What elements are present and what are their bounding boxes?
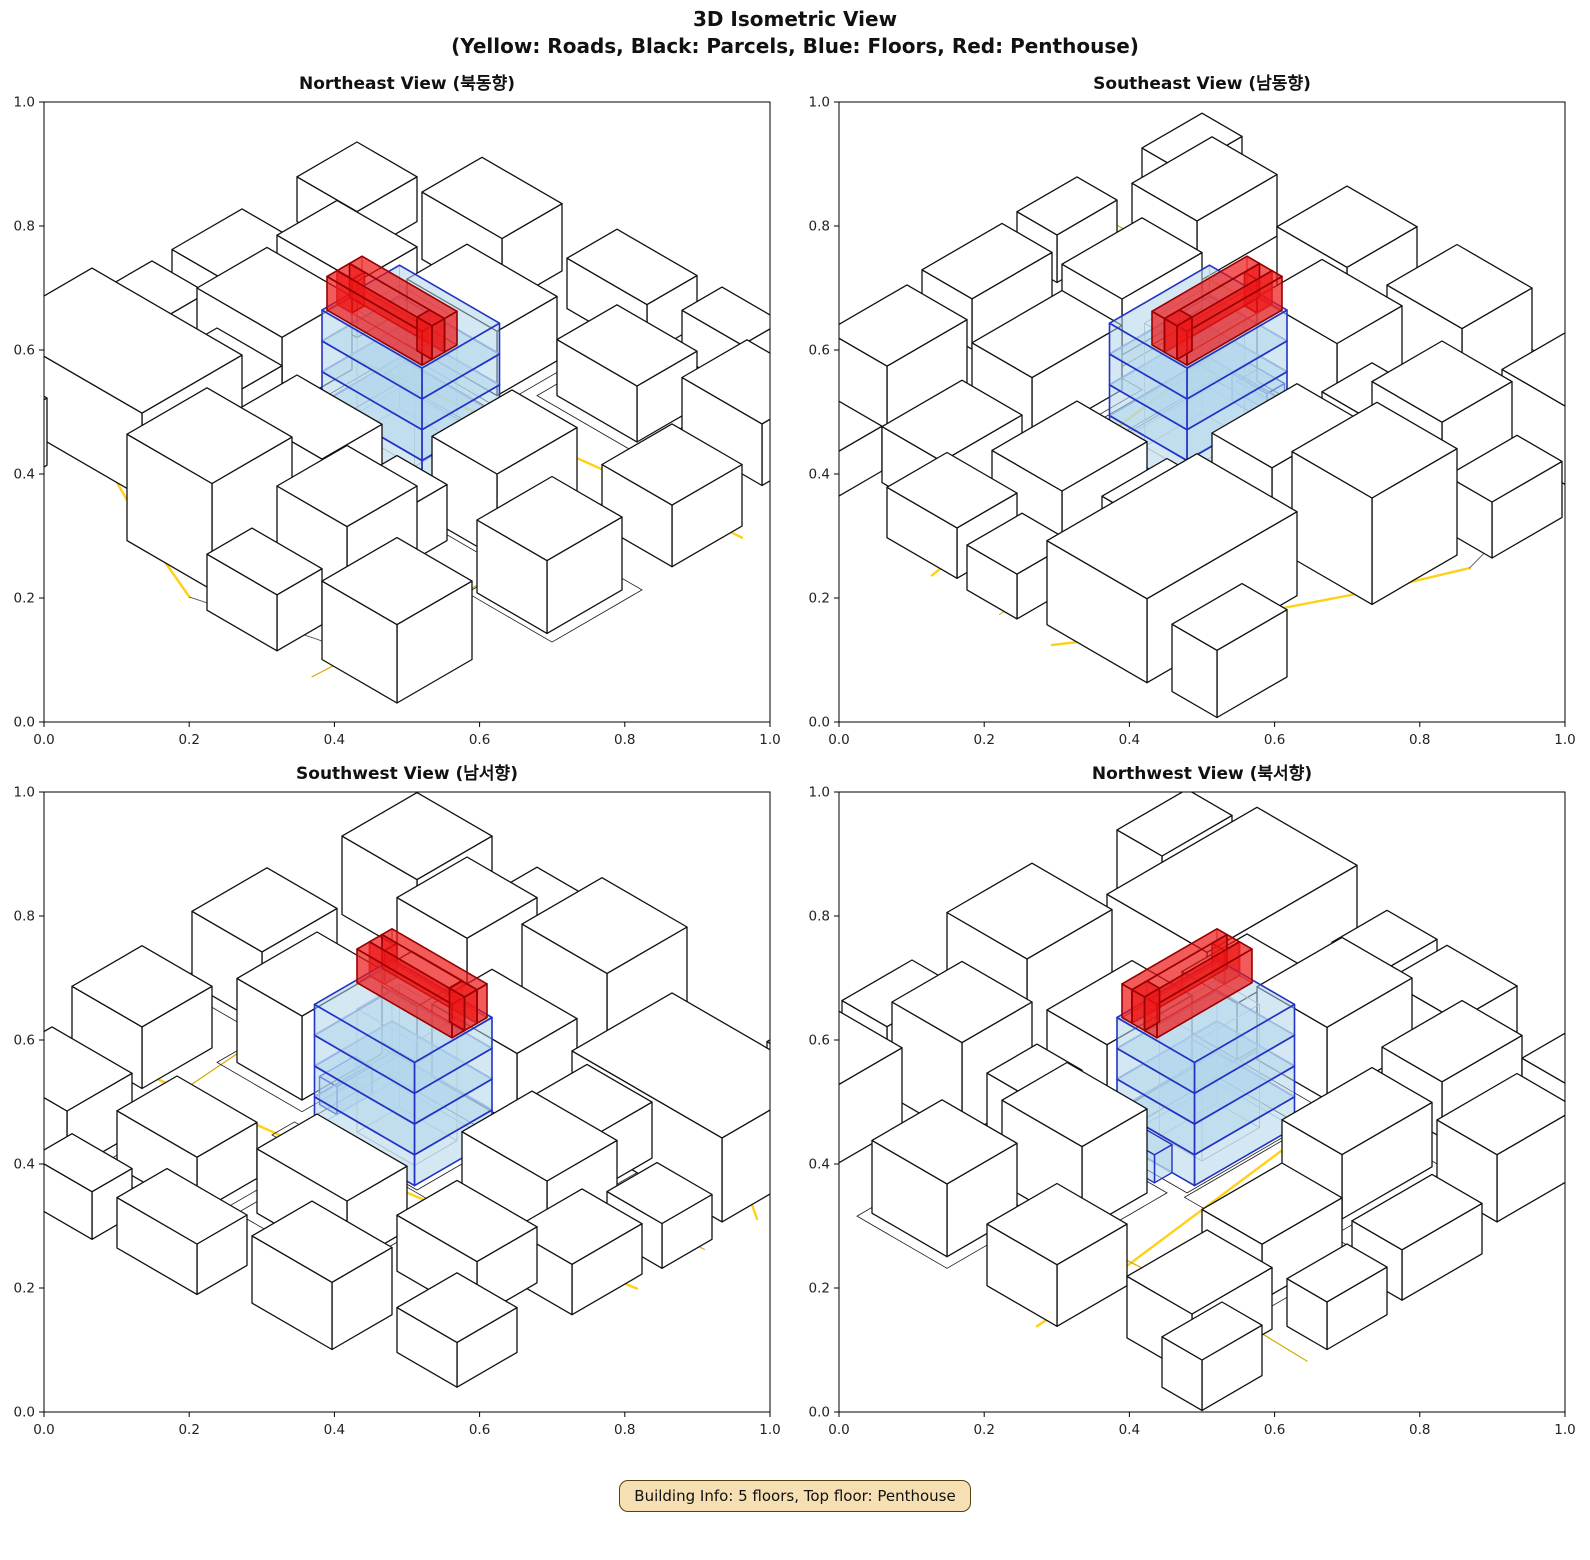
y-tick-label: 0.4 (14, 1157, 35, 1173)
x-tick-label: 0.4 (324, 1422, 345, 1438)
x-tick-label: 1.0 (759, 732, 780, 748)
y-tick-label: 1.0 (809, 96, 830, 111)
figure-title-block: 3D Isometric View (Yellow: Roads, Black:… (0, 0, 1590, 60)
x-tick-label: 1.0 (759, 1422, 780, 1438)
subplot-southwest: Southwest View (남서향) 0.0 0.2 0.4 0.6 0.8 1.0 0… (0, 762, 795, 1452)
subplot-southeast: Southeast View (남동향) 0.0 0.2 0.4 0.6 0.8 1.0 0… (795, 72, 1590, 762)
y-tick-label: 1.0 (14, 96, 35, 111)
x-tick-label: 0.2 (178, 1422, 199, 1438)
y-tick-label: 0.6 (809, 343, 830, 359)
building-info-badge: Building Info: 5 floors, Top floor: Pent… (619, 1480, 971, 1512)
scene-svg-southeast: 0.0 0.2 0.4 0.6 0.8 1.0 0.0 0.2 0.4 0.6 0.8 1.0 (809, 96, 1576, 748)
subplot-title-southwest: Southwest View (남서향) (296, 764, 518, 784)
x-tick-label: 0.0 (33, 1422, 54, 1438)
subplot-northeast: Northeast View (북동향) 0.0 0.2 0.4 0.6 0.8 1.0 0… (0, 72, 795, 762)
x-tick-label: 0.2 (973, 1422, 994, 1438)
y-tick-label: 0.2 (14, 591, 35, 607)
scene-svg-northeast: 0.0 0.2 0.4 0.6 0.8 1.0 0.0 0.2 0.4 0.6 0.8 1.0 (14, 96, 781, 748)
y-tick-label: 0.2 (809, 1281, 830, 1297)
subplot-title-northwest: Northwest View (북서향) (1091, 764, 1313, 784)
x-tick-label: 0.2 (973, 732, 994, 748)
y-tick-label: 0.6 (809, 1033, 830, 1049)
y-tick-label: 0.4 (809, 467, 830, 483)
x-tick-label: 0.4 (1119, 1422, 1140, 1438)
x-tick-label: 0.6 (469, 1422, 490, 1438)
y-tick-label: 0.4 (809, 1157, 830, 1173)
x-tick-label: 0.8 (614, 1422, 635, 1438)
x-tick-label: 0.6 (1264, 1422, 1285, 1438)
y-tick-label: 0.2 (14, 1281, 35, 1297)
y-tick-label: 0.0 (14, 1405, 35, 1421)
x-tick-label: 0.0 (828, 1422, 849, 1438)
x-tick-label: 0.2 (178, 732, 199, 748)
x-tick-label: 1.0 (1554, 732, 1575, 748)
x-tick-label: 0.6 (469, 732, 490, 748)
x-tick-label: 0.8 (614, 732, 635, 748)
subplot-title-southeast: Southeast View (남동향) (1093, 74, 1311, 94)
y-tick-label: 0.6 (14, 1033, 35, 1049)
x-tick-label: 0.4 (324, 732, 345, 748)
footer: Building Info: 5 floors, Top floor: Pent… (0, 1480, 1590, 1512)
y-tick-label: 0.8 (14, 909, 35, 925)
x-tick-label: 0.0 (33, 732, 54, 748)
y-tick-label: 0.6 (14, 343, 35, 359)
y-tick-label: 1.0 (14, 786, 35, 801)
x-tick-label: 0.6 (1264, 732, 1285, 748)
x-tick-label: 0.8 (1409, 732, 1430, 748)
x-tick-label: 0.0 (828, 732, 849, 748)
y-tick-label: 0.8 (14, 219, 35, 235)
figure-title: 3D Isometric View (692, 7, 898, 31)
subplot-title-northeast: Northeast View (북동향) (299, 74, 515, 94)
y-tick-label: 0.8 (809, 219, 830, 235)
y-tick-label: 0.0 (809, 715, 830, 731)
subplot-northwest: Northwest View (북서향) 0.0 0.2 0.4 0.6 0.8 1.0 0… (795, 762, 1590, 1452)
y-tick-label: 0.8 (809, 909, 830, 925)
y-tick-label: 0.0 (809, 1405, 830, 1421)
figure-subtitle: (Yellow: Roads, Black: Parcels, Blue: Fl… (451, 34, 1139, 58)
y-tick-label: 1.0 (809, 786, 830, 801)
subplot-grid: Northeast View (북동향) 0.0 0.2 0.4 0.6 0.8 1.0 0… (0, 72, 1590, 1452)
x-tick-label: 0.8 (1409, 1422, 1430, 1438)
y-tick-label: 0.4 (14, 467, 35, 483)
x-tick-label: 1.0 (1554, 1422, 1575, 1438)
scene-svg-southwest: 0.0 0.2 0.4 0.6 0.8 1.0 0.0 0.2 0.4 0.6 0.8 1.0 (14, 786, 781, 1438)
y-tick-label: 0.0 (14, 715, 35, 731)
scene-svg-northwest: 0.0 0.2 0.4 0.6 0.8 1.0 0.0 0.2 0.4 0.6 0.8 1.0 (809, 786, 1576, 1438)
x-tick-label: 0.4 (1119, 732, 1140, 748)
y-tick-label: 0.2 (809, 591, 830, 607)
